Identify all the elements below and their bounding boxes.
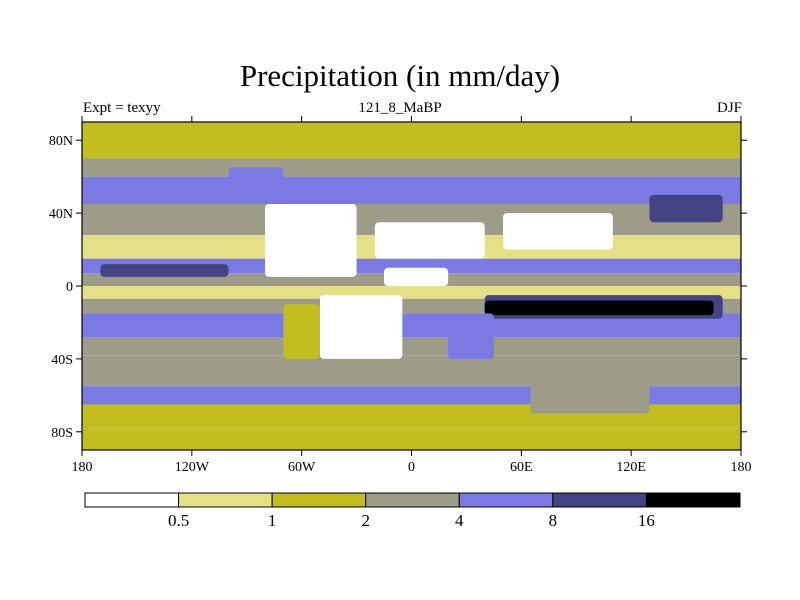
precip-band [82,158,741,177]
precip-band [82,313,741,338]
y-tick-label: 80S [51,426,73,441]
precip-region [649,194,723,223]
colorbar-swatch [458,492,554,508]
colorbar-label: 16 [638,511,655,530]
precip-band [82,258,741,274]
run-label: 121_8_MaBP [358,100,442,116]
colorbar-swatch [178,492,273,508]
precip-region [228,167,284,195]
x-tick-label: 60E [510,460,533,475]
precip-region [100,264,229,277]
colorbar-swatch [365,492,460,508]
plot-area [82,122,741,450]
precip-band [82,428,741,450]
y-tick-label: 40N [49,207,73,222]
y-tick-label: 40S [51,353,73,368]
axes: 180 120W 60W 0 60E 120E 180 80N 40N 0 40S 80S [49,116,752,475]
colorbar-label: 4 [455,511,464,530]
chart-title: Precipitation (in mm/day) [239,58,561,93]
colorbar-swatch [271,492,367,508]
colorbar-label: 2 [361,511,370,530]
season-label: DJF [716,100,742,116]
x-tick-label: 60W [288,460,316,475]
precip-region [530,377,650,414]
colorbar-label: 0.5 [168,511,189,530]
colorbar-swatch [552,492,647,508]
colorbar-label: 8 [549,511,558,530]
x-tick-label: 120W [175,460,210,475]
colorbar-label: 1 [268,511,277,530]
colorbar: 0.5 1 2 4 8 16 [84,492,741,530]
colorbar-swatch [645,492,741,508]
colorbar-swatch [84,492,180,508]
x-tick-label: 180 [731,460,752,475]
precip-region [448,313,494,359]
precip-region [374,222,485,259]
experiment-label: Expt = texyy [83,100,161,116]
x-tick-label: 180 [72,460,93,475]
precip-region [319,295,403,359]
precip-region [503,213,613,250]
y-tick-label: 80N [49,134,73,149]
precip-band [82,337,741,356]
x-tick-label: 0 [408,460,415,475]
y-tick-label: 0 [66,280,73,295]
precip-band [82,122,741,159]
precip-region [283,304,320,359]
precip-region [384,267,449,286]
x-tick-label: 120E [616,460,646,475]
precip-region [265,204,357,277]
precip-band [82,176,741,204]
precip-region [484,300,714,316]
